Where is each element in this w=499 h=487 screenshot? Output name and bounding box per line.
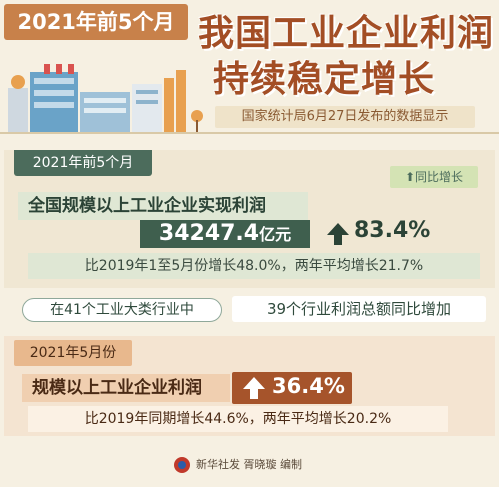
page-title-line1: 我国工业企业利润	[198, 13, 495, 54]
ground-line	[0, 132, 499, 134]
xinhua-logo-icon	[174, 457, 190, 473]
page-title-line2: 持续稳定增长	[213, 59, 436, 100]
profit-unit: 亿元	[259, 225, 292, 244]
section2-growth: 36.4%	[272, 374, 345, 398]
yoy-tag-text: 同比增长	[415, 170, 464, 184]
section2-main-label: 规模以上工业企业利润	[22, 374, 230, 402]
industry-increase-label: 39个行业利润总额同比增加	[232, 296, 486, 322]
section2-period-label: 2021年5月份	[14, 340, 132, 366]
profit-number: 34247.4	[158, 221, 260, 246]
arrow-up-icon	[327, 223, 349, 245]
source-note: 国家统计局6月27日发布的数据显示	[215, 106, 475, 128]
factory-icon	[8, 64, 186, 132]
industry-count-label: 在41个工业大类行业中	[22, 298, 222, 322]
date-tag: 2021年前5个月	[4, 4, 188, 40]
section1-growth: 83.4%	[354, 218, 431, 243]
section1-compare: 比2019年1至5月份增长48.0%，两年平均增长21.7%	[28, 253, 480, 279]
arrow-up-icon	[243, 377, 265, 399]
tree-icon	[191, 110, 203, 132]
yoy-tag: ⬆同比增长	[390, 166, 478, 188]
section1-main-label: 全国规模以上工业企业实现利润	[18, 192, 308, 220]
arrow-up-icon: ⬆	[404, 170, 416, 184]
section2-compare: 比2019年同期增长44.6%，两年平均增长20.2%	[28, 406, 448, 432]
section1-period-label: 2021年前5个月	[14, 150, 152, 176]
footer-credit: 新华社发 胥晓璇 编制	[196, 458, 302, 471]
profit-value: 34247.4亿元	[140, 220, 310, 248]
